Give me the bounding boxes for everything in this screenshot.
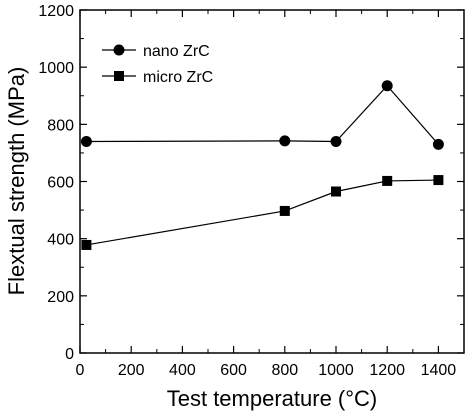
data-point-micro-zrc — [382, 175, 393, 186]
legend-label-nano: nano ZrC — [143, 43, 210, 60]
y-tick-label: 400 — [47, 232, 74, 249]
x-tick-label: 800 — [271, 362, 298, 379]
x-tick-label: 0 — [76, 362, 85, 379]
data-point-nano-zrc — [432, 138, 444, 150]
x-tick-label: 1400 — [421, 362, 457, 379]
series-line-nano-zrc — [86, 84, 439, 145]
series-layer — [80, 80, 444, 250]
y-tick-label: 1000 — [38, 60, 74, 77]
series-line-micro-zrc — [86, 179, 439, 246]
legend-marker-micro — [114, 71, 124, 81]
x-tick-label: 400 — [169, 362, 196, 379]
data-point-micro-zrc — [433, 175, 444, 186]
data-point-nano-zrc — [330, 135, 342, 147]
y-tick-label: 200 — [47, 289, 74, 306]
legend-marker-nano — [113, 44, 125, 56]
data-point-nano-zrc — [381, 80, 393, 92]
x-tick-label: 200 — [118, 362, 145, 379]
x-axis-title: Test temperature (°C) — [167, 386, 378, 411]
data-point-micro-zrc — [81, 239, 92, 250]
y-tick-label: 600 — [47, 175, 74, 192]
data-point-nano-zrc — [279, 135, 291, 147]
legend: nano ZrC micro ZrC — [102, 43, 213, 86]
plot-frame — [79, 9, 465, 354]
y-tick-label: 800 — [47, 117, 74, 134]
y-axis-title: Flextual strength (MPa) — [4, 67, 29, 296]
x-tick-label: 1200 — [369, 362, 405, 379]
x-tick-label: 600 — [220, 362, 247, 379]
y-tick-label: 0 — [65, 346, 74, 363]
data-point-micro-zrc — [279, 205, 290, 216]
x-tick-label: 1000 — [318, 362, 354, 379]
axis-ticks: 0 200 400 600 800 1000 1200 1400 0 200 400 600 800 10… — [38, 3, 464, 379]
data-point-micro-zrc — [331, 186, 341, 197]
y-tick-label: 1200 — [38, 3, 74, 20]
data-point-nano-zrc — [80, 135, 92, 147]
legend-label-micro: micro ZrC — [143, 69, 213, 86]
